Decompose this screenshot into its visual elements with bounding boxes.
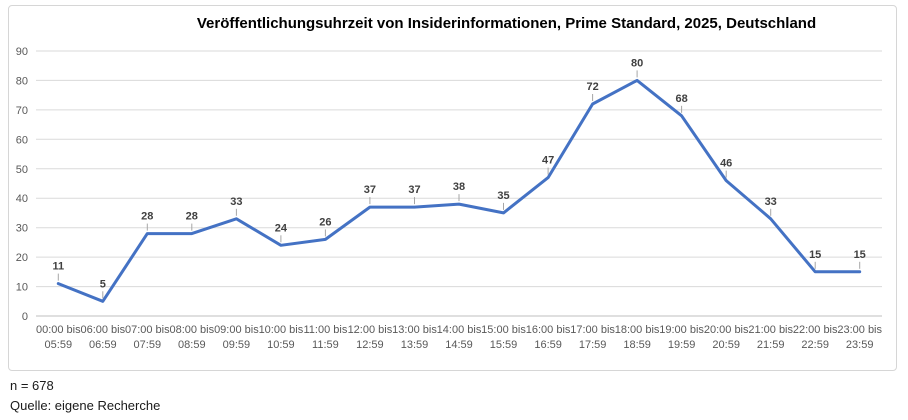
data-label: 68 (675, 93, 687, 105)
y-axis-tick-label: 80 (16, 75, 28, 87)
x-axis-tick-label-line2: 19:59 (668, 339, 696, 351)
data-label: 15 (854, 249, 866, 261)
x-axis-tick-label-line1: 08:00 bis (169, 324, 214, 336)
data-series-line (56, 78, 862, 303)
x-axis-tick-label-line2: 13:59 (401, 339, 429, 351)
x-axis-tick-label-line2: 06:59 (89, 339, 117, 351)
x-axis-tick-label-line1: 18:00 bis (615, 324, 660, 336)
x-axis-tick-label-line2: 07:59 (134, 339, 162, 351)
x-axis-tick-label-line1: 15:00 bis (481, 324, 526, 336)
x-axis-tick-label-line2: 10:59 (267, 339, 295, 351)
x-axis-tick-label-line2: 20:59 (712, 339, 740, 351)
x-axis-tick-label-line1: 14:00 bis (437, 324, 482, 336)
data-label: 33 (230, 196, 242, 208)
x-axis-tick-label-line2: 18:59 (623, 339, 651, 351)
x-axis-tick-label-line1: 06:00 bis (80, 324, 125, 336)
data-label: 24 (275, 222, 288, 234)
data-label: 5 (100, 278, 106, 290)
data-label: 37 (364, 184, 376, 196)
x-axis-tick-label-line1: 00:00 bis (36, 324, 81, 336)
x-axis-tick-label-line2: 16:59 (534, 339, 562, 351)
x-axis-tick-label-line1: 21:00 bis (748, 324, 793, 336)
x-axis-tick-labels: 00:00 bis 05:59 06:00 bis 06:59 07:00 bis 07:… (36, 324, 883, 351)
data-label-leader-ticks (57, 70, 861, 299)
line-chart-plot: 0 10 20 30 40 50 60 70 80 90 00:00 bis 05:59 06:00 b… (16, 46, 883, 351)
x-axis-tick-label-line2: 08:59 (178, 339, 206, 351)
chart-title: Veröffentlichungsuhrzeit von Insiderinfo… (196, 15, 817, 32)
x-axis-tick-label-line1: 09:00 bis (214, 324, 259, 336)
x-axis-tick-label-line2: 23:59 (846, 339, 874, 351)
x-axis-tick-label-line1: 12:00 bis (348, 324, 393, 336)
y-axis-tick-labels: 0 10 20 30 40 50 60 70 80 90 (16, 46, 28, 323)
data-label: 33 (765, 196, 777, 208)
data-label: 26 (319, 216, 331, 228)
data-label: 37 (408, 184, 420, 196)
y-axis-tick-label: 10 (16, 282, 28, 294)
x-axis-tick-label-line1: 22:00 bis (793, 324, 838, 336)
data-label: 47 (542, 155, 554, 167)
x-axis-tick-label-line1: 13:00 bis (392, 324, 437, 336)
chart-frame: Veröffentlichungsuhrzeit von Insiderinfo… (8, 5, 897, 371)
x-axis-tick-label-line1: 23:00 bis (837, 324, 882, 336)
x-axis-tick-label-line1: 20:00 bis (704, 324, 749, 336)
y-axis-tick-label: 20 (16, 252, 28, 264)
x-axis-tick-label-line1: 19:00 bis (659, 324, 704, 336)
x-axis-tick-label-line2: 17:59 (579, 339, 607, 351)
source-note: Quelle: eigene Recherche (10, 398, 161, 413)
x-axis-tick-label-line1: 17:00 bis (570, 324, 615, 336)
x-axis-tick-label-line1: 11:00 bis (303, 324, 347, 336)
data-label: 35 (497, 190, 509, 202)
data-label: 28 (141, 211, 153, 223)
data-label: 11 (52, 261, 64, 273)
x-axis-tick-label-line2: 09:59 (223, 339, 251, 351)
y-axis-tick-label: 0 (22, 311, 28, 323)
data-label: 72 (586, 81, 598, 93)
data-label: 28 (186, 211, 198, 223)
y-axis-tick-label: 40 (16, 193, 28, 205)
data-labels: 11 5 28 28 33 24 26 37 37 38 35 47 72 80 68 46 33 15 15 (52, 57, 865, 290)
y-axis-tick-label: 90 (16, 46, 28, 58)
x-axis-tick-label-line1: 10:00 bis (259, 324, 304, 336)
x-axis-tick-label-line1: 16:00 bis (526, 324, 571, 336)
x-axis-tick-label-line2: 12:59 (356, 339, 384, 351)
sample-size-note: n = 678 (10, 378, 54, 393)
y-axis-tick-label: 30 (16, 223, 28, 235)
x-axis-tick-label-line2: 14:59 (445, 339, 473, 351)
x-axis-tick-label-line2: 11:59 (312, 339, 339, 351)
x-axis-tick-label-line1: 07:00 bis (125, 324, 170, 336)
y-axis-tick-label: 50 (16, 164, 28, 176)
data-label: 46 (720, 158, 732, 170)
y-axis-tick-label: 60 (16, 134, 28, 146)
x-axis-tick-label-line2: 05:59 (45, 339, 73, 351)
x-axis-tick-label-line2: 21:59 (757, 339, 785, 351)
y-axis-tick-label: 70 (16, 105, 28, 117)
data-label: 15 (809, 249, 821, 261)
x-axis-tick-label-line2: 22:59 (801, 339, 829, 351)
x-axis-tick-label-line2: 15:59 (490, 339, 518, 351)
data-label: 80 (631, 57, 643, 69)
data-label: 38 (453, 181, 465, 193)
